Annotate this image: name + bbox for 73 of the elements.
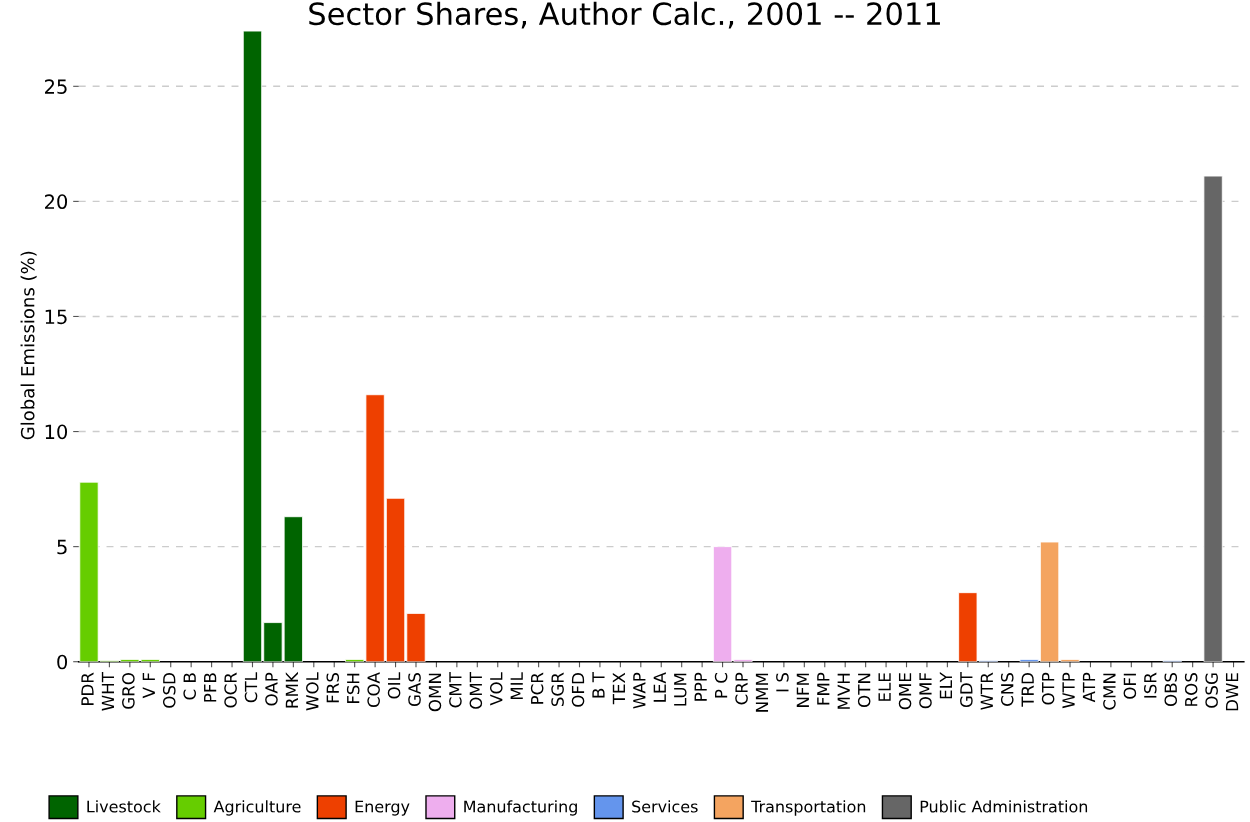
x-tick-label: CRP	[735, 672, 748, 705]
x-tick-label: OME	[898, 673, 912, 710]
x-tick-label: GAS	[408, 673, 421, 707]
x-tick-label: NMM	[755, 673, 769, 712]
x-tick-label: OMT	[469, 672, 483, 709]
x-tick-label: PPP	[694, 672, 707, 701]
x-tick-label: FSH	[346, 673, 360, 703]
x-tick-label: OSD	[162, 673, 176, 708]
x-tick-label: CMT	[449, 672, 462, 708]
x-tick-label: SGR	[551, 672, 564, 707]
x-tick-label: V F	[142, 673, 155, 699]
x-tick-label: RMK	[285, 671, 298, 708]
y-tick-label: 25	[45, 79, 67, 94]
x-tick-label: OIL	[387, 672, 401, 699]
x-tick-label: OFD	[571, 673, 585, 707]
x-tick-label: OSG	[1205, 673, 1218, 708]
legend-label: Livestock	[87, 800, 161, 813]
x-tick-label: GRO	[122, 673, 135, 709]
x-tick-label: ELY	[939, 672, 952, 699]
x-tick-label: MIL	[510, 672, 523, 700]
legend-label: Manufacturing	[464, 800, 577, 816]
x-tick-label: PCR	[530, 672, 544, 704]
y-tick-label: 15	[45, 309, 67, 325]
x-tick-label: OMN	[428, 673, 442, 712]
x-tick-label: P C	[714, 673, 728, 698]
x-tick-label: TRD	[1021, 673, 1034, 707]
chart-title: Sector Shares, Author Calc., 2001 -- 2011	[309, 1, 940, 29]
x-tick-label: OTN	[857, 673, 871, 707]
legend-label: Energy	[355, 800, 410, 816]
x-tick-label: ROS	[1184, 673, 1198, 706]
y-tick-label: 10	[45, 424, 68, 440]
x-tick-label: FRS	[326, 673, 340, 703]
x-tick-label: OAP	[265, 672, 278, 706]
x-tick-label: NFM	[796, 673, 809, 707]
y-axis-title: Global Emissions (%)	[20, 251, 37, 440]
x-tick-label: COA	[367, 672, 380, 708]
x-tick-label: WTR	[980, 672, 993, 710]
x-tick-label: PFB	[204, 673, 217, 702]
x-tick-label: ATP	[1082, 672, 1096, 703]
x-tick-label: LEA	[653, 672, 666, 702]
x-tick-label: I S	[776, 673, 789, 692]
x-tick-label: WTP	[1062, 672, 1075, 709]
x-tick-label: PDR	[81, 672, 94, 705]
x-tick-label: WAP	[633, 672, 646, 709]
x-tick-label: WHT	[101, 672, 115, 711]
x-tick-label: CTL	[244, 672, 258, 703]
x-tick-label: OCR	[224, 672, 237, 708]
x-tick-label: VOL	[489, 672, 503, 706]
x-tick-label: CMN	[1103, 673, 1116, 710]
y-tick-label: 20	[45, 194, 68, 210]
x-tick-label: LUM	[674, 673, 687, 706]
x-tick-label: TEX	[612, 672, 625, 705]
bar	[1203, 175, 1223, 662]
x-tick-label: DWE	[1225, 673, 1239, 711]
x-tick-label: ISR	[1144, 672, 1157, 698]
x-tick-label: CNS	[1000, 673, 1014, 706]
x-tick-label: FMP	[817, 672, 830, 705]
x-tick-label: B T	[592, 672, 605, 698]
legend-label: Services	[632, 800, 698, 813]
x-tick-label: ELE	[878, 673, 891, 701]
x-tick-label: GDT	[960, 672, 973, 708]
legend-label: Public Administration	[920, 800, 1088, 813]
legend-label: Agriculture	[213, 800, 301, 816]
x-tick-label: OBS	[1164, 673, 1178, 707]
x-tick-label: OTP	[1041, 672, 1055, 705]
x-tick-label: C B	[183, 673, 196, 700]
x-tick-label: OMF	[919, 673, 932, 709]
legend-label: Transportation	[751, 800, 866, 816]
y-tick-label: 5	[57, 539, 67, 555]
y-tick-label: 0	[57, 654, 68, 670]
x-tick-label: MVH	[837, 673, 850, 709]
x-tick-label: OFI	[1123, 673, 1137, 699]
x-tick-label: WOL	[306, 672, 319, 711]
